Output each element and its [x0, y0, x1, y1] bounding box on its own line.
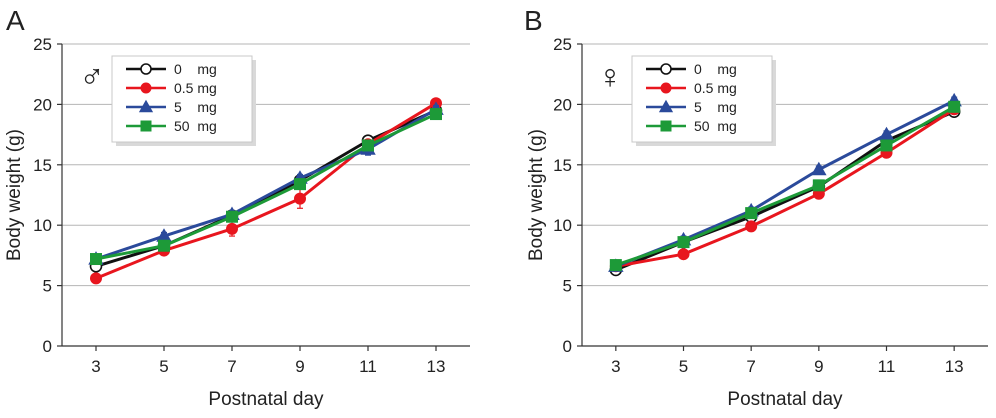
y-tick-label: 5 — [563, 277, 572, 296]
series-line — [615, 105, 955, 267]
y-tick-label: 15 — [553, 156, 572, 175]
x-tick-label: 11 — [359, 357, 377, 376]
data-point — [226, 222, 238, 235]
y-axis-title: Body weight (g) — [4, 129, 25, 261]
x-tick-label: 5 — [159, 357, 168, 376]
y-tick-label: 0 — [563, 337, 572, 356]
legend-box — [631, 55, 773, 143]
y-tick-label: 20 — [33, 95, 52, 114]
x-tick-label: 5 — [679, 357, 688, 376]
x-tick-label: 9 — [814, 357, 823, 376]
legend-label: 5 mg — [694, 99, 737, 115]
series-line — [95, 101, 437, 280]
x-axis-title: Postnatal day — [208, 389, 324, 410]
legend-label: 0 mg — [694, 61, 737, 77]
legend-marker — [658, 99, 674, 113]
legend-label: 50 mg — [694, 118, 737, 134]
legend-marker — [138, 99, 154, 113]
y-axis-title: Body weight (g) — [526, 129, 547, 261]
series-3 — [609, 100, 961, 272]
data-point — [948, 100, 961, 113]
legend: 0 mg 0.5 mg 5 mg 50 mg — [631, 55, 776, 146]
sex-symbol: ♂ — [79, 58, 105, 96]
data-point — [880, 139, 893, 152]
legend: 0 mg 0.5 mg 5 mg 50 mg — [111, 55, 256, 146]
data-point — [362, 139, 374, 152]
data-point — [745, 207, 758, 220]
data-point — [609, 259, 622, 272]
x-tick-label: 3 — [611, 357, 620, 376]
series-line — [615, 107, 955, 268]
data-point — [745, 220, 758, 233]
legend-label: 50 mg — [174, 118, 217, 134]
sex-symbol: ♀ — [597, 58, 623, 96]
legend-marker — [660, 63, 672, 75]
data-point — [226, 210, 238, 223]
y-tick-label: 20 — [553, 95, 572, 114]
x-tick-label: 9 — [295, 357, 304, 376]
y-tick-label: 0 — [43, 337, 52, 356]
chart-panel-b: 0 5 10 15 20 25 3 5 7 9 11 13 Postnatal day Body weig… — [524, 5, 988, 410]
series-line — [615, 99, 955, 268]
x-tick-label: 7 — [746, 357, 755, 376]
legend-box — [111, 55, 253, 143]
data-point — [677, 236, 690, 249]
legend-marker — [140, 120, 152, 132]
x-tick-label: 13 — [427, 357, 446, 376]
legend-marker — [140, 63, 152, 75]
y-tick-label: 10 — [33, 216, 52, 235]
x-tick-label: 7 — [227, 357, 236, 376]
series-3 — [90, 108, 442, 266]
data-point — [158, 239, 170, 252]
y-tick-label: 5 — [43, 277, 52, 296]
y-tick-label: 25 — [553, 35, 572, 54]
legend-label: 5 mg — [174, 99, 217, 115]
legend-marker — [660, 82, 672, 94]
x-tick-label: 11 — [878, 357, 896, 376]
x-tick-label: 3 — [91, 357, 100, 376]
data-point — [811, 161, 827, 176]
series-line — [95, 112, 437, 261]
data-point — [430, 108, 442, 121]
chart-panel-a: 0 5 10 15 20 25 3 5 7 9 11 13 Postnatal day Body weig… — [4, 5, 470, 410]
legend-marker — [140, 82, 152, 94]
data-point — [812, 179, 825, 192]
series-line — [95, 107, 437, 261]
legend-marker — [660, 120, 672, 132]
data-point — [294, 192, 306, 205]
legend-label: 0.5 mg — [174, 80, 217, 96]
y-tick-label: 15 — [33, 156, 52, 175]
panel-label: A — [6, 5, 25, 36]
data-point — [90, 253, 102, 266]
y-tick-label: 25 — [33, 35, 52, 54]
legend-label: 0 mg — [174, 61, 217, 77]
data-point — [677, 248, 690, 261]
legend-label: 0.5 mg — [694, 80, 737, 96]
data-point — [294, 178, 306, 191]
data-point — [90, 272, 102, 285]
x-axis-title: Postnatal day — [727, 389, 843, 410]
x-tick-label: 13 — [945, 357, 964, 376]
panel-label: B — [524, 5, 543, 36]
y-tick-label: 10 — [553, 216, 572, 235]
